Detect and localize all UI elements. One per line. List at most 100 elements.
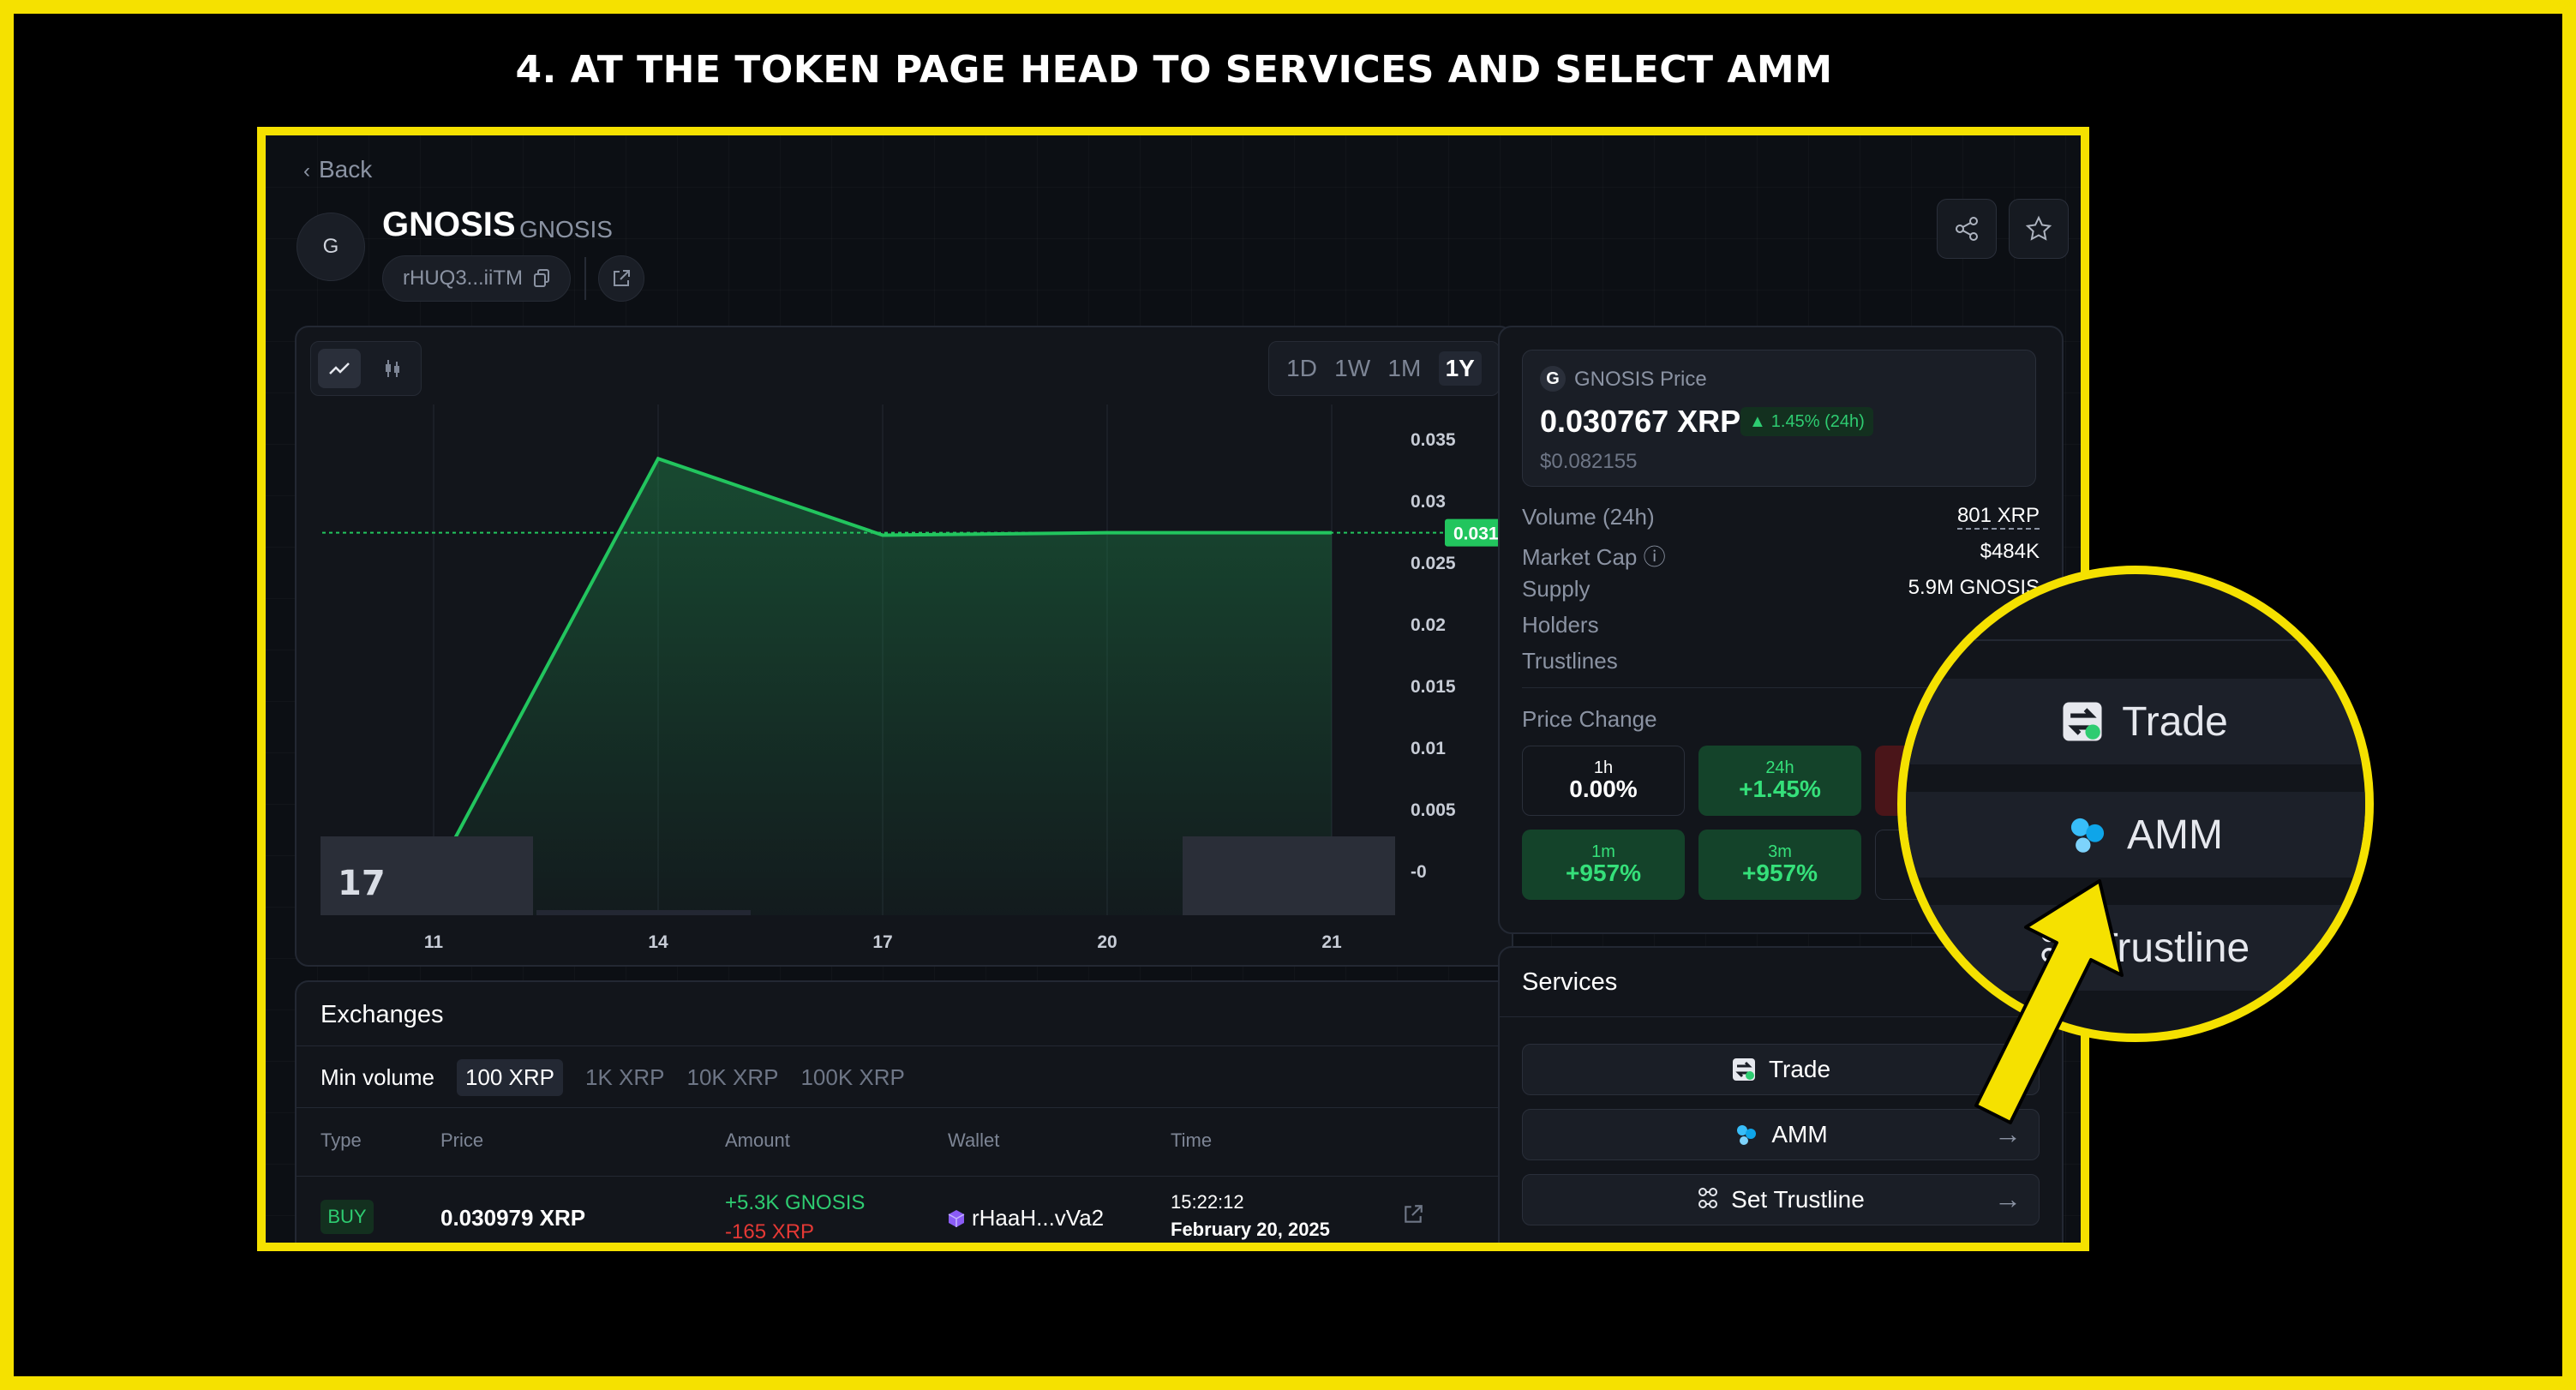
price-area — [434, 458, 1332, 915]
external-link-button[interactable] — [598, 255, 644, 302]
token-mini-avatar: G — [1540, 366, 1566, 392]
range-1d[interactable]: 1D — [1286, 355, 1317, 381]
volume-option-100[interactable]: 100 XRP — [456, 1059, 564, 1096]
current-price-tag — [1445, 518, 1513, 547]
volume-option-100k[interactable]: 100K XRP — [800, 1064, 905, 1090]
x-tick-label: 14 — [648, 932, 668, 952]
exchanges-title: Exchanges — [321, 1001, 444, 1028]
external-link-icon — [614, 270, 630, 286]
price-change-3m: 3m +957% — [1698, 830, 1861, 900]
period-label: 1h — [1593, 758, 1614, 777]
price-change-1h: 1h 0.00% — [1522, 746, 1685, 816]
volume-bar — [321, 836, 533, 915]
divider — [1500, 1016, 2062, 1017]
stat-value-market-cap: $484K — [1980, 540, 2040, 563]
y-tick-label: 0.015 — [1411, 677, 1456, 697]
chevron-left-icon: ‹ — [303, 159, 310, 183]
tradingview-logo: 17 — [338, 864, 386, 903]
divider — [297, 1045, 1512, 1046]
services-panel: Services Trade → AMM → Set Trustline → — [1498, 946, 2064, 1243]
stat-label-supply: Supply — [1522, 576, 1591, 602]
volume-bar — [536, 910, 751, 915]
column-header-price: Price — [440, 1129, 484, 1151]
app-screenshot: ‹ Back G GNOSIS GNOSIS rHUQ3...iiTM — [257, 127, 2089, 1251]
range-1y[interactable]: 1Y — [1438, 351, 1482, 386]
usd-price: $0.082155 — [1540, 450, 1638, 473]
stat-label-holders: Holders — [1522, 612, 1599, 638]
candle-chart-button[interactable] — [371, 349, 414, 388]
trade-type-badge: BUY — [321, 1200, 374, 1234]
period-value: +957% — [1742, 860, 1818, 886]
y-tick-label: 0.03 — [1411, 492, 1446, 512]
price-card: G GNOSIS Price 0.030767 XRP ▲ 1.45% (24h)… — [1522, 350, 2036, 487]
period-label: 3m — [1768, 842, 1792, 861]
price-change-24h: 24h +1.45% — [1698, 746, 1861, 816]
stat-value-volume: 801 XRP — [1956, 504, 2040, 530]
trustline-icon — [1698, 1188, 1718, 1208]
min-volume-label: Min volume — [321, 1064, 434, 1090]
period-label: 24h — [1765, 758, 1794, 777]
share-button[interactable] — [1937, 199, 1997, 259]
back-link[interactable]: ‹ Back — [303, 156, 372, 183]
line-chart-icon — [329, 362, 350, 374]
tutorial-heading: 4. AT THE TOKEN PAGE HEAD TO SERVICES AN… — [515, 48, 1833, 92]
period-label: 1m — [1591, 842, 1615, 861]
trade-time: 15:22:12 — [1171, 1191, 1244, 1213]
period-value: 0.00% — [1569, 776, 1638, 802]
chart-type-toggle — [310, 341, 422, 396]
x-tick-label: 20 — [1097, 932, 1117, 952]
price-chart-panel: 1D 1W 1M 1Y 0.035 0.03 0.025 0.02 0.015 0.01 0… — [295, 326, 1513, 967]
wallet-cube-icon — [948, 1209, 965, 1227]
price-change-badge: ▲ 1.45% (24h) — [1740, 407, 1873, 436]
trade-wallet-address: rHaaH...vVa2 — [972, 1205, 1105, 1231]
trade-wallet[interactable]: rHaaH...vVa2 — [948, 1205, 1104, 1231]
range-1m[interactable]: 1M — [1387, 355, 1422, 381]
trade-icon — [2063, 702, 2102, 741]
token-address-pill[interactable]: rHUQ3...iiTM — [382, 255, 571, 302]
volume-option-1k[interactable]: 1K XRP — [585, 1064, 665, 1090]
amm-button[interactable]: AMM → — [1522, 1109, 2040, 1160]
trade-price: 0.030979 XRP — [440, 1205, 586, 1231]
amm-icon — [2070, 818, 2105, 853]
pointer-arrow-icon — [1974, 879, 2124, 1124]
trade-date: February 20, 2025 — [1171, 1219, 1330, 1240]
price-change-1m: 1m +957% — [1522, 830, 1685, 900]
token-name: GNOSIS — [382, 206, 516, 243]
volume-option-10k[interactable]: 10K XRP — [686, 1064, 779, 1090]
y-tick-label: 0.005 — [1411, 800, 1456, 820]
divider — [584, 257, 586, 300]
token-symbol: GNOSIS — [519, 216, 613, 243]
volume-filter: Min volume 100 XRP 1K XRP 10K XRP 100K X… — [321, 1059, 905, 1096]
stat-label-trustlines: Trustlines — [1522, 648, 1618, 674]
trade-amount-out: -165 XRP — [725, 1220, 815, 1243]
range-1w[interactable]: 1W — [1334, 355, 1371, 381]
trade-amount-in: +5.3K GNOSIS — [725, 1191, 866, 1214]
x-tick-label: 21 — [1321, 932, 1342, 952]
amm-label: AMM — [1771, 1121, 1828, 1147]
current-price-label: 0.031 — [1453, 524, 1499, 544]
divider — [297, 1176, 1512, 1177]
period-value: +957% — [1566, 860, 1641, 886]
stat-label-volume: Volume (24h) — [1522, 504, 1655, 530]
zoom-callout: Trade AMM Trustline — [1897, 566, 2374, 1042]
token-avatar: G — [297, 213, 365, 281]
arrow-right-icon: → — [1994, 1183, 2022, 1214]
star-icon — [2025, 215, 2052, 241]
divider — [1906, 639, 2365, 641]
line-chart-button[interactable] — [318, 349, 361, 388]
zoom-amm-row: AMM — [1906, 792, 2365, 878]
amm-icon — [1737, 1125, 1757, 1145]
favorite-button[interactable] — [2009, 199, 2069, 259]
copy-icon[interactable] — [533, 269, 550, 288]
y-tick-label: 0.035 — [1411, 430, 1456, 450]
divider — [297, 1107, 1512, 1108]
trade-icon — [1732, 1058, 1755, 1081]
set-trustline-button[interactable]: Set Trustline → — [1522, 1174, 2040, 1225]
services-title: Services — [1522, 968, 1618, 996]
external-link-icon[interactable] — [1402, 1203, 1424, 1225]
arrow-right-icon: → — [1994, 1118, 2022, 1149]
period-value: +1.45% — [1739, 776, 1821, 802]
y-tick-label: 0.02 — [1411, 615, 1446, 635]
share-icon — [1956, 217, 1978, 241]
